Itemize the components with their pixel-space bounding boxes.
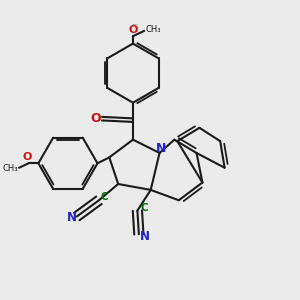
- Text: O: O: [90, 112, 101, 125]
- Text: O: O: [128, 25, 138, 35]
- Text: CH₃: CH₃: [2, 164, 18, 173]
- Text: C: C: [100, 192, 108, 202]
- Text: N: N: [140, 230, 150, 243]
- Text: O: O: [22, 152, 32, 161]
- Text: N: N: [156, 142, 166, 155]
- Text: methoxy: methoxy: [133, 24, 139, 25]
- Text: CH₃: CH₃: [146, 26, 161, 34]
- Text: N: N: [67, 212, 76, 224]
- Text: C: C: [141, 203, 148, 213]
